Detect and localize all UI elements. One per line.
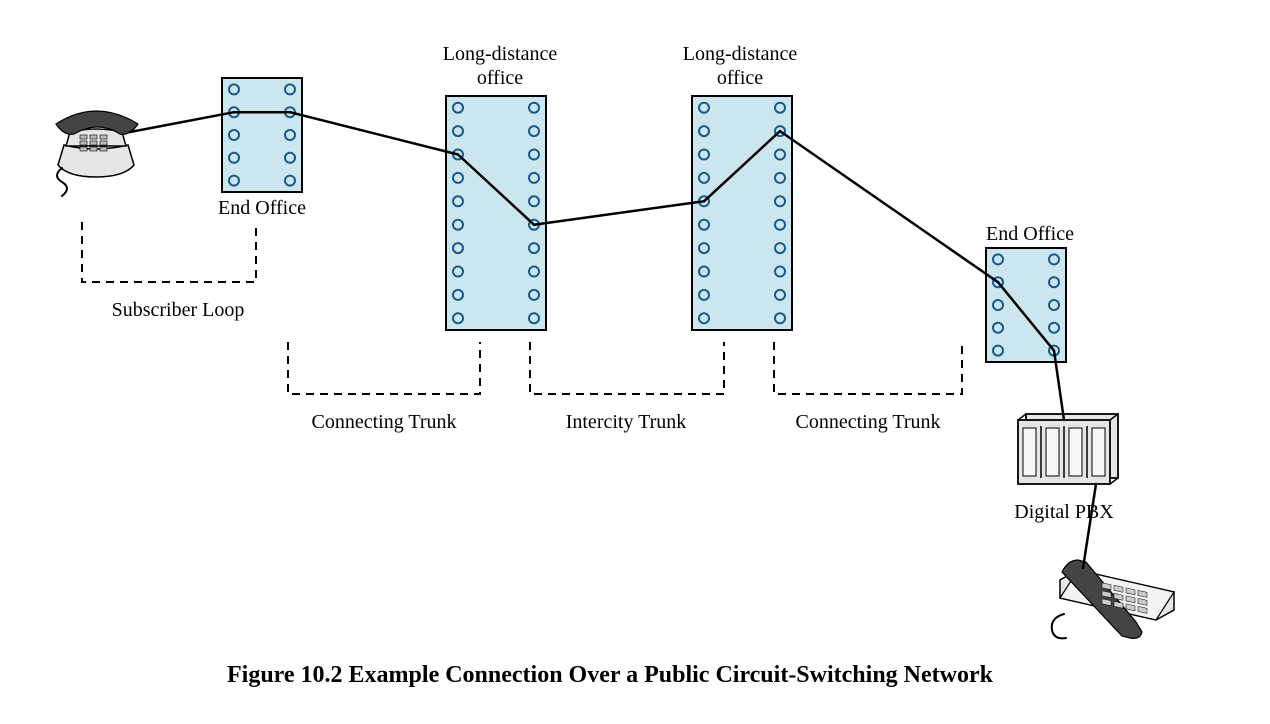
switch-end-office-1 [222, 78, 302, 192]
text-ld2b: office [717, 67, 763, 89]
text-seg2: Connecting Trunk [311, 411, 456, 433]
text-ld2: Long-distance [683, 43, 798, 65]
telephone-icon-right [1052, 560, 1174, 638]
figure-caption-text: Figure 10.2 Example Connection Over a Pu… [227, 662, 994, 688]
text-pbx: Digital PBX [1014, 501, 1114, 523]
text-end2: End Office [986, 223, 1074, 245]
text-seg4: Connecting Trunk [795, 411, 940, 433]
text-ld1: Long-distance [443, 43, 558, 65]
text-seg3: Intercity Trunk [566, 411, 687, 433]
digital-pbx-icon [1018, 414, 1118, 484]
text-ld1b: office [477, 67, 523, 89]
switch-end-office-2 [986, 248, 1066, 362]
telephone-icon-left [56, 111, 138, 196]
text-end1: End Office [218, 197, 306, 219]
switch-long-distance-1 [446, 96, 546, 330]
switch-long-distance-2 [692, 96, 792, 330]
text-seg1: Subscriber Loop [112, 299, 245, 321]
